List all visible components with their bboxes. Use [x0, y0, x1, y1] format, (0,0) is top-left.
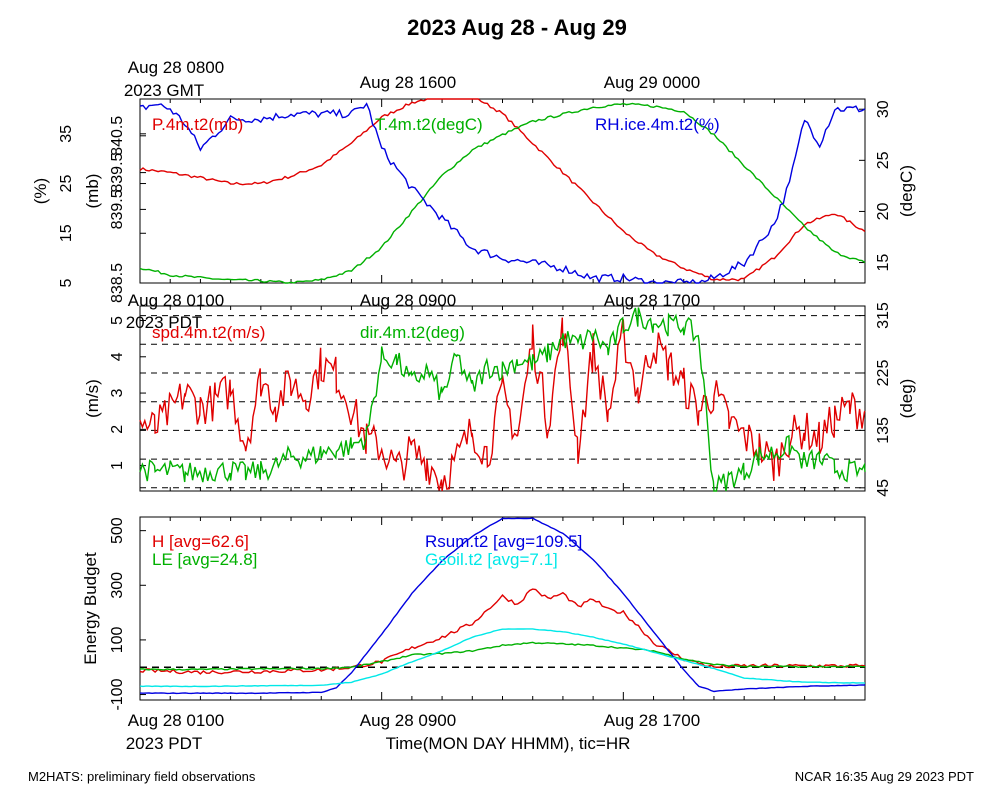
- legend-temperature: T.4m.t2(degC): [375, 115, 483, 134]
- legend-rh-ice: RH.ice.4m.t2(%): [595, 115, 720, 134]
- footer-left: M2HATS: preliminary field observations: [28, 769, 256, 784]
- mb-axis-label: (mb): [83, 174, 102, 209]
- top-time-label-1: Aug 28 1600: [360, 73, 456, 92]
- legend-sensible-heat: H [avg=62.6]: [152, 532, 249, 551]
- energy-y-tick-label: 500: [109, 517, 126, 544]
- bottom-time-label-0: Aug 28 0100: [128, 711, 224, 730]
- series-sensible-heat-line: [139, 588, 866, 675]
- mid-time-label-2: Aug 28 1700: [604, 291, 700, 310]
- mid-time-label-1: Aug 28 0900: [360, 291, 456, 310]
- bottom-time-label-2: Aug 28 1700: [604, 711, 700, 730]
- deg-y-tick-label: 315: [875, 302, 892, 329]
- panel-thermo: 3525155(%)840.5839.5839.5838.5(mb)302520…: [31, 98, 916, 303]
- series-rh-ice-line: [139, 102, 866, 284]
- series-pressure-line: [139, 98, 866, 282]
- top-time-label-2: Aug 29 0000: [604, 73, 700, 92]
- ms-y-tick-label: 2: [109, 425, 126, 434]
- series-net-radiation-line: [139, 517, 866, 695]
- energy-y-tick-label: 300: [109, 572, 126, 599]
- x-axis-label: Time(MON DAY HHMM), tic=HR: [386, 734, 631, 753]
- mb-y-tick-label: 839.5: [109, 152, 126, 192]
- ms-y-tick-label: 4: [109, 352, 126, 361]
- legend-latent-heat: LE [avg=24.8]: [152, 550, 257, 569]
- degc-y-tick-label: 25: [875, 151, 892, 169]
- degc-y-tick-label: 20: [875, 202, 892, 220]
- top-time-zone: 2023 GMT: [124, 81, 204, 100]
- legend-direction: dir.4m.t2(deg): [360, 323, 465, 342]
- pct-axis-label: (%): [31, 178, 50, 204]
- bottom-time-zone: 2023 PDT: [126, 734, 203, 753]
- series-temperature-line: [139, 102, 866, 284]
- top-time-label-0: Aug 28 0800: [128, 58, 224, 77]
- deg-y-tick-label: 45: [875, 479, 892, 497]
- ms-y-tick-label: 1: [109, 461, 126, 470]
- ms-axis-label: (m/s): [83, 379, 102, 418]
- mb-y-tick-label: 838.5: [109, 263, 126, 303]
- series-direction-line: [139, 307, 866, 492]
- legend-soil-heat: Gsoil.t2 [avg=7.1]: [425, 550, 558, 569]
- energy-y-tick-label: -100: [109, 678, 126, 710]
- mid-time-label-0: Aug 28 0100: [128, 291, 224, 310]
- bottom-time-label-1: Aug 28 0900: [360, 711, 456, 730]
- mid-time-zone: 2023 PDT: [126, 313, 203, 332]
- pct-y-tick-label: 25: [58, 175, 75, 193]
- degc-y-tick-label: 30: [875, 100, 892, 118]
- degc-y-tick-label: 15: [875, 254, 892, 272]
- ms-y-tick-label: 3: [109, 389, 126, 398]
- legend-pressure: P.4m.t2(mb): [152, 115, 243, 134]
- legend-speed: spd.4m.t2(m/s): [152, 323, 265, 342]
- legend-net-radiation: Rsum.t2 [avg=109.5]: [425, 532, 582, 551]
- series-soil-heat-line: [139, 628, 866, 688]
- energy-y-tick-label: 100: [109, 626, 126, 653]
- mb-y-tick-label: 839.5: [109, 189, 126, 229]
- panel-wind: 5 4 3 2 1 (m/s) 315 225 135 45 (deg) spd.4m.t2(m/s)…: [83, 302, 916, 497]
- series-latent-heat-line: [139, 641, 866, 671]
- panel-thermo-frame: [139, 98, 866, 284]
- deg-y-tick-label: 225: [875, 360, 892, 387]
- panel-energy: 500 300 100 -100 Energy Budget H [avg=62.6]LE…: [81, 516, 866, 711]
- deg-y-tick-label: 135: [875, 417, 892, 444]
- pct-y-tick-label: 15: [58, 224, 75, 242]
- footer-right: NCAR 16:35 Aug 29 2023 PDT: [795, 769, 974, 784]
- energy-axis-label: Energy Budget: [81, 552, 100, 665]
- degc-axis-label: (degC): [897, 165, 916, 217]
- deg-axis-label: (deg): [897, 379, 916, 419]
- pct-y-tick-label: 5: [58, 278, 75, 287]
- chart-title: 2023 Aug 28 - Aug 29: [407, 15, 627, 40]
- pct-y-tick-label: 35: [58, 125, 75, 143]
- mb-y-tick-label: 840.5: [109, 116, 126, 156]
- ms-y-tick-label: 5: [109, 316, 126, 325]
- series-speed-line: [139, 317, 866, 492]
